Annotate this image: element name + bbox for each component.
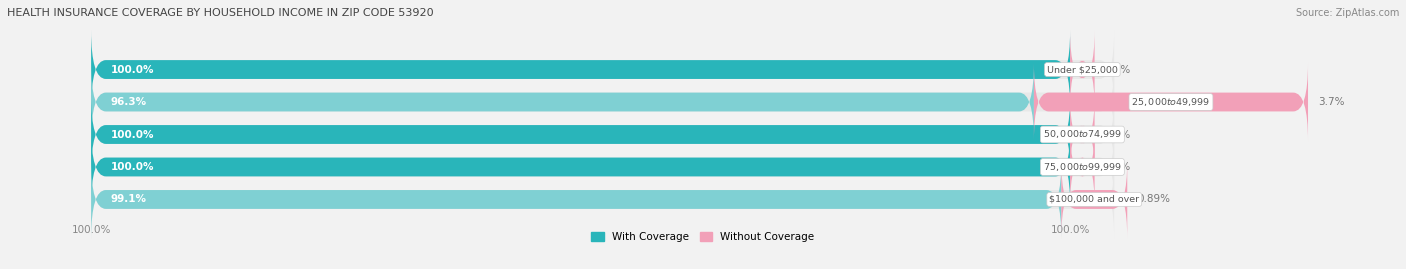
Text: 100.0%: 100.0% [111,65,155,75]
Text: 0.89%: 0.89% [1137,194,1170,204]
FancyBboxPatch shape [91,30,1114,109]
FancyBboxPatch shape [1070,128,1095,206]
FancyBboxPatch shape [1062,160,1128,239]
FancyBboxPatch shape [91,30,1070,109]
Text: 100.0%: 100.0% [111,162,155,172]
Text: Source: ZipAtlas.com: Source: ZipAtlas.com [1295,8,1399,18]
Text: HEALTH INSURANCE COVERAGE BY HOUSEHOLD INCOME IN ZIP CODE 53920: HEALTH INSURANCE COVERAGE BY HOUSEHOLD I… [7,8,433,18]
Text: $25,000 to $49,999: $25,000 to $49,999 [1132,96,1211,108]
Text: 0.0%: 0.0% [1104,129,1130,140]
Text: Under $25,000: Under $25,000 [1047,65,1118,74]
Text: 0.0%: 0.0% [1104,65,1130,75]
Text: 99.1%: 99.1% [111,194,146,204]
FancyBboxPatch shape [91,63,1033,141]
Text: 100.0%: 100.0% [111,129,155,140]
FancyBboxPatch shape [91,128,1070,206]
FancyBboxPatch shape [91,95,1070,174]
FancyBboxPatch shape [91,63,1114,141]
Text: $50,000 to $74,999: $50,000 to $74,999 [1043,129,1122,140]
FancyBboxPatch shape [91,95,1114,174]
FancyBboxPatch shape [1070,95,1095,174]
Text: $100,000 and over: $100,000 and over [1049,195,1139,204]
FancyBboxPatch shape [91,128,1114,206]
FancyBboxPatch shape [91,160,1114,239]
Legend: With Coverage, Without Coverage: With Coverage, Without Coverage [588,228,818,246]
Text: 96.3%: 96.3% [111,97,146,107]
FancyBboxPatch shape [91,160,1062,239]
Text: 0.0%: 0.0% [1104,162,1130,172]
Text: $75,000 to $99,999: $75,000 to $99,999 [1043,161,1122,173]
FancyBboxPatch shape [1033,63,1308,141]
FancyBboxPatch shape [1070,30,1095,109]
Text: 3.7%: 3.7% [1317,97,1344,107]
